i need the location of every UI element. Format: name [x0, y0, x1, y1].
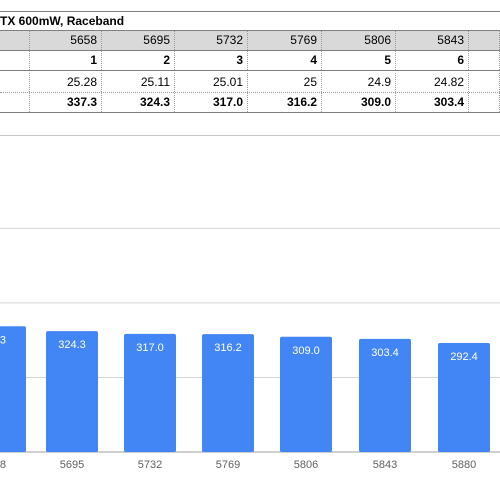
reading-row: 25.28 25.11 25.01 25 24.9 24.82 — [0, 73, 500, 93]
frequency-row: 5658 5695 5732 5769 5806 5843 — [0, 31, 500, 51]
table-cell[interactable]: 4 — [248, 51, 322, 70]
channel-row: 1 2 3 4 5 6 — [0, 51, 500, 71]
x-tick-label: 8 — [0, 459, 6, 471]
table-cell[interactable]: 5806 — [322, 31, 396, 50]
bar[interactable] — [438, 342, 490, 452]
bar-value-label: 309.0 — [292, 345, 320, 357]
table-cell[interactable]: 5658 — [30, 31, 102, 50]
x-tick-label: 5769 — [216, 459, 240, 471]
x-tick-label: 5806 — [294, 459, 318, 471]
table-cell[interactable]: 5 — [322, 51, 396, 70]
x-tick-label: 5843 — [373, 459, 397, 471]
table-cell[interactable]: 3 — [175, 51, 248, 70]
bar[interactable] — [280, 336, 332, 452]
bar[interactable] — [46, 331, 98, 452]
bar-value-label: 324.3 — [58, 339, 86, 351]
table-cell[interactable]: 5843 — [396, 31, 469, 50]
bar[interactable] — [124, 333, 176, 452]
table-cell[interactable] — [0, 73, 30, 92]
bar[interactable] — [0, 326, 26, 452]
bar[interactable] — [359, 338, 411, 452]
table-cell[interactable]: 24.82 — [396, 73, 469, 92]
table-cell[interactable] — [0, 93, 30, 112]
table-cell[interactable]: 5695 — [102, 31, 175, 50]
bar[interactable] — [202, 334, 254, 452]
table-cell[interactable]: 317.0 — [175, 93, 248, 112]
x-tick-label: 5880 — [452, 459, 476, 471]
table-cell[interactable]: 5732 — [175, 31, 248, 50]
table-cell[interactable]: 25.11 — [102, 73, 175, 92]
table-cell[interactable]: 309.0 — [322, 93, 396, 112]
bar-value-label: 317.0 — [136, 342, 164, 354]
table-cell[interactable]: 24.9 — [322, 73, 396, 92]
table-cell[interactable] — [0, 31, 30, 50]
x-tick-label: 5732 — [138, 459, 162, 471]
table-cell[interactable]: 25.01 — [175, 73, 248, 92]
table-cell[interactable]: 324.3 — [102, 93, 175, 112]
power-row: 337.3 324.3 317.0 316.2 309.0 303.4 — [0, 93, 500, 113]
bar-value-label: 3 — [0, 334, 6, 346]
table-cell[interactable]: 25.28 — [30, 73, 102, 92]
table-title-row: TX 600mW, Raceband — [0, 11, 500, 31]
table-cell[interactable]: 337.3 — [30, 93, 102, 112]
bar-value-label: 316.2 — [214, 342, 242, 354]
table-cell[interactable]: 5769 — [248, 31, 322, 50]
table-cell[interactable]: 6 — [396, 51, 469, 70]
table-cell[interactable]: 25 — [248, 73, 322, 92]
table-title: TX 600mW, Raceband — [0, 14, 125, 28]
bar-value-label: 292.4 — [450, 351, 478, 363]
table-cell[interactable]: 1 — [30, 51, 102, 70]
table-cell[interactable] — [0, 51, 30, 70]
chart-top-border — [0, 135, 500, 136]
bar-value-label: 303.4 — [371, 347, 399, 359]
x-tick-label: 5695 — [60, 459, 84, 471]
table-cell[interactable]: 316.2 — [248, 93, 322, 112]
table-cell[interactable]: 303.4 — [396, 93, 469, 112]
table-cell[interactable]: 2 — [102, 51, 175, 70]
